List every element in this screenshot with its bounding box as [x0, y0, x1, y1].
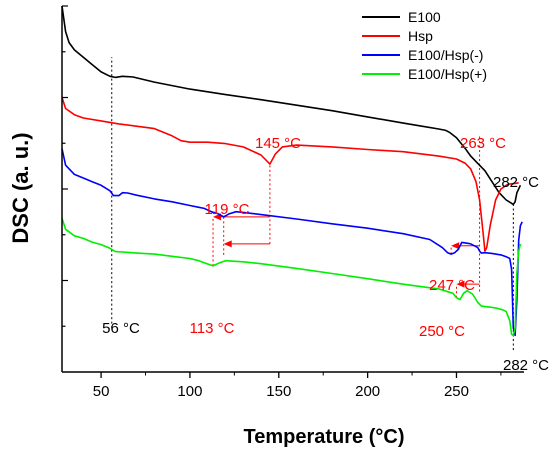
legend-label-3: E100/Hsp(+) — [408, 66, 487, 82]
ticks: 50 100 150 200 250 — [62, 5, 502, 400]
y-axis-title: DSC (a. u.) — [8, 132, 33, 243]
annotation-label-8: 282 °C — [503, 357, 549, 374]
annotation-label-3: 113 °C — [190, 320, 235, 337]
annotation-label-7: 282 °C — [493, 174, 539, 191]
legend-label-1: Hsp — [408, 28, 433, 44]
annotation-label-6: 250 °C — [419, 323, 465, 340]
arrow-head-3 — [456, 280, 465, 288]
series-line-0 — [61, 5, 522, 206]
annotation-label-5: 247 °C — [429, 277, 475, 294]
legend: E100 Hsp E100/Hsp(-) E100/Hsp(+) — [362, 9, 487, 82]
arrow-head-2 — [451, 242, 460, 250]
x-tick-label-150: 150 — [266, 383, 291, 400]
legend-label-2: E100/Hsp(-) — [408, 47, 483, 63]
arrow-head-0 — [223, 240, 232, 248]
series-line-2 — [61, 148, 523, 337]
x-tick-label-50: 50 — [93, 383, 110, 400]
annotation-label-0: 56 °C — [102, 320, 140, 337]
series-line-1 — [61, 97, 519, 252]
series-line-3 — [61, 218, 522, 337]
series-group — [61, 5, 523, 337]
x-axis-title: Temperature (°C) — [244, 426, 405, 448]
x-tick-label-250: 250 — [444, 383, 469, 400]
x-tick-label-100: 100 — [177, 383, 202, 400]
legend-label-0: E100 — [408, 9, 441, 25]
annotation-label-1: 145 °C — [255, 135, 301, 152]
annotation-label-2: 119 °C — [205, 201, 250, 218]
annotation-label-4: 263 °C — [460, 135, 506, 152]
x-tick-label-200: 200 — [355, 383, 380, 400]
annotations: 56 °C 145 °C 119 °C 113 °C 263 °C 247 °C 250 °… — [102, 135, 549, 374]
